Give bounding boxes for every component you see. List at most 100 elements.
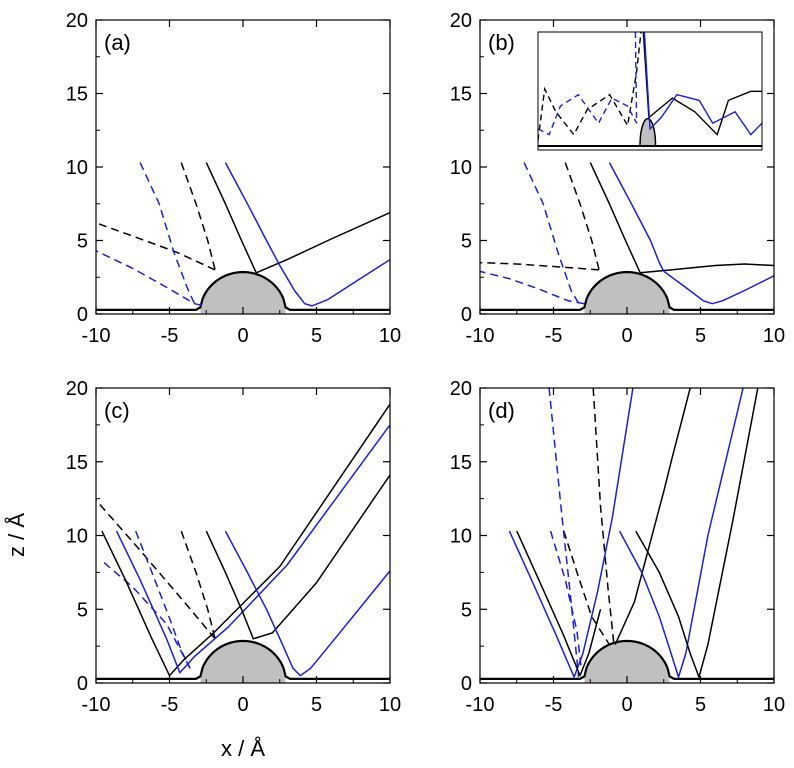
series-black-dashed-reflected (96, 499, 216, 640)
x-tick-label: -5 (545, 325, 563, 347)
y-tick-label: 0 (77, 304, 88, 326)
series-blue-solid-incident (224, 162, 313, 307)
series-black-solid-center (205, 474, 390, 640)
x-tick-label: -10 (466, 325, 495, 347)
y-tick-label: 5 (77, 599, 88, 621)
x-tick-label: 0 (237, 325, 248, 347)
inset-frame (537, 31, 763, 151)
series-black-solid-right-V (635, 388, 759, 678)
x-tick-label: 5 (311, 325, 322, 347)
series-black-solid-incident (205, 162, 257, 274)
plot-frame (95, 387, 391, 684)
surface-bump-fill (584, 640, 670, 683)
x-tick-label: 10 (379, 325, 401, 347)
inset-surface-bump (639, 117, 657, 147)
series-blue-solid-left-V (115, 424, 390, 674)
series-black-solid-reflected (640, 263, 774, 274)
x-tick-label: 10 (379, 694, 401, 716)
series-inset-black-dashed (538, 32, 642, 141)
x-tick-label: 0 (621, 325, 632, 347)
surface-profile-line (480, 639, 774, 680)
surface-bump-fill (200, 272, 286, 314)
series-black-dashed-incident (592, 388, 615, 644)
x-tick-label: 5 (695, 694, 706, 716)
series-inset-blue-solid (643, 32, 762, 136)
surface-profile-line (96, 271, 390, 311)
series-black-solid-left-V (101, 403, 390, 677)
y-tick-label: 15 (66, 84, 88, 106)
panel-c: -10 -5 0 5 10 0 5 10 15 20 (c) (66, 378, 401, 716)
panel-d: -10 -5 0 5 10 0 5 10 15 20 (d) (450, 378, 785, 716)
series-black-dashed-incident (180, 530, 216, 639)
y-tick-label: 20 (66, 378, 88, 400)
series-blue-solid-reflected (311, 258, 390, 307)
y-tick-label: 10 (450, 526, 472, 548)
series-black-solid-reflected (255, 211, 390, 274)
x-tick-label: 5 (695, 325, 706, 347)
y-tick-label: 10 (66, 157, 88, 179)
y-axis-title: z / Å (4, 513, 29, 557)
x-tick-label: -10 (466, 694, 495, 716)
x-tick-label: -10 (82, 325, 111, 347)
x-tick-label: 10 (763, 694, 785, 716)
series-blue-solid-right-V (224, 530, 390, 677)
y-tick-label: 20 (450, 378, 472, 400)
surface-profile-line (480, 271, 774, 311)
panel-label: (a) (104, 30, 131, 55)
panel-label: (b) (488, 30, 515, 55)
x-tick-label: -10 (82, 694, 111, 716)
series-blue-solid-right-V (618, 388, 744, 678)
series-inset-blue-dashed (538, 32, 638, 136)
y-tick-label: 5 (461, 599, 472, 621)
series-black-solid-left-V (516, 530, 602, 677)
series-black-solid-incident (589, 162, 641, 274)
panel-a: -10 -5 0 5 10 0 5 10 15 20 (a) (66, 10, 401, 347)
x-tick-label: -5 (161, 694, 179, 716)
series-black-dashed-reflected (480, 261, 600, 271)
series-blue-dashed-reflected (480, 270, 585, 305)
surface-bump-fill (584, 272, 670, 314)
inset-plot (537, 31, 763, 151)
surface-bump-fill (200, 640, 286, 683)
y-tick-label: 0 (77, 673, 88, 695)
series-black-dashed-incident (180, 162, 216, 271)
y-tick-label: 5 (461, 231, 472, 253)
series-black-dashed-incident (564, 162, 600, 271)
x-tick-label: 5 (311, 694, 322, 716)
panel-label: (d) (488, 398, 515, 423)
y-tick-label: 10 (66, 526, 88, 548)
y-tick-label: 5 (77, 231, 88, 253)
series-inset-black-solid (642, 32, 762, 136)
series-blue-dashed-left (548, 388, 580, 678)
y-tick-label: 15 (450, 452, 472, 474)
series-blue-solid-incident (608, 162, 665, 272)
x-axis-title: x / Å (221, 736, 265, 761)
series-black-dashed-V (563, 530, 611, 646)
y-tick-label: 20 (66, 10, 88, 32)
series-blue-dashed-V (549, 530, 583, 670)
series-blue-dashed-reflected (96, 250, 202, 306)
surface-profile-line (96, 639, 390, 680)
series-blue-solid-reflected (663, 270, 774, 305)
panel-b: -10 -5 0 5 10 0 5 10 15 20 (b) (450, 10, 785, 347)
y-tick-label: 20 (450, 10, 472, 32)
x-tick-label: -5 (545, 694, 563, 716)
x-tick-label: 0 (621, 694, 632, 716)
series-blue-dashed-incident (523, 162, 585, 305)
series-blue-solid-left-V (508, 388, 634, 678)
series-blue-dashed-reflected (102, 561, 191, 669)
panel-label: (c) (104, 398, 130, 423)
x-tick-label: 0 (237, 694, 248, 716)
x-tick-label: 10 (763, 325, 785, 347)
series-black-solid-center (614, 388, 691, 645)
y-tick-label: 0 (461, 673, 472, 695)
y-tick-label: 10 (450, 157, 472, 179)
y-tick-label: 0 (461, 304, 472, 326)
y-tick-label: 15 (450, 84, 472, 106)
series-black-dashed-reflected (96, 222, 216, 271)
x-tick-label: -5 (161, 325, 179, 347)
y-tick-label: 15 (66, 452, 88, 474)
plot-frame (95, 19, 391, 315)
series-blue-dashed-incident (139, 162, 202, 306)
